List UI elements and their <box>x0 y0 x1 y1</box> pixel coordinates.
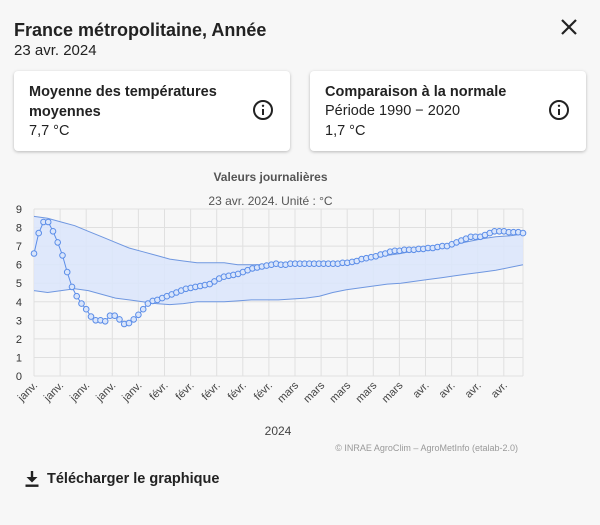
card-value: 7,7 °C <box>29 123 70 139</box>
download-label: Télécharger le graphique <box>47 471 220 487</box>
info-icon[interactable] <box>548 99 570 121</box>
x-tick-label: janv. <box>119 380 144 405</box>
y-tick-label: 6 <box>16 260 22 272</box>
band-lower-line <box>33 264 524 306</box>
y-tick-label: 3 <box>16 315 22 327</box>
card-title: Comparaison à la normale <box>325 84 507 100</box>
x-tick-label: févr. <box>226 380 249 403</box>
series-point <box>116 316 123 323</box>
series-point <box>68 283 76 291</box>
x-tick-label: mars <box>275 379 301 405</box>
download-icon <box>25 471 39 487</box>
x-tick-label: avr. <box>411 380 432 401</box>
y-tick-label: 5 <box>16 278 22 290</box>
series-point <box>135 311 142 319</box>
series-point <box>49 228 57 235</box>
card-period: Période 1990 − 2020 <box>325 103 461 119</box>
x-tick-label: janv. <box>67 380 92 405</box>
page-title: France métropolitaine, Année <box>14 20 267 40</box>
chart-credit: © INRAE AgroClim – AgroMetInfo (etalab-2… <box>335 443 518 453</box>
series-point <box>63 268 71 276</box>
x-tick-label: avr. <box>489 380 510 401</box>
card-value: 1,7 °C <box>325 123 366 139</box>
x-tick-label: avr. <box>437 380 458 401</box>
close-button[interactable] <box>556 14 582 40</box>
series-point <box>82 305 90 313</box>
chart-subtitle: 23 avr. 2024. Unité : °C <box>208 194 333 208</box>
series-point <box>144 300 152 307</box>
chart-title: Valeurs journalières <box>213 170 328 184</box>
normal-band <box>34 216 523 305</box>
series-point <box>44 218 52 226</box>
series-point <box>125 319 133 327</box>
download-button[interactable]: Télécharger le graphique <box>24 468 219 490</box>
series-point <box>30 250 38 257</box>
series-point <box>206 280 213 288</box>
page-date: 23 avr. 2024 <box>14 42 97 59</box>
series-point <box>130 316 137 323</box>
x-tick-label: févr. <box>147 380 170 403</box>
x-tick-label: janv. <box>15 380 40 405</box>
x-tick-label: janv. <box>41 380 66 405</box>
x-tick-label: mars <box>380 379 406 405</box>
series-point <box>111 312 118 319</box>
series-point <box>54 239 62 246</box>
y-tick-label: 0 <box>16 371 22 383</box>
series-point <box>73 292 80 300</box>
header: France métropolitaine, Année 23 avr. 202… <box>14 18 574 60</box>
x-tick-label: avr. <box>463 380 484 401</box>
series-point <box>35 229 43 237</box>
y-tick-label: 9 <box>16 204 22 216</box>
series-point <box>519 229 527 237</box>
card-title: Moyenne des températures moyennes <box>29 84 217 120</box>
card-normal-comparison: Comparaison à la normale Période 1990 − … <box>310 71 586 151</box>
x-tick-label: févr. <box>200 380 223 403</box>
chart: Valeurs journalières 23 avr. 2024. Unité… <box>0 160 600 460</box>
x-tick-label: mars <box>301 379 327 405</box>
series-point <box>101 318 109 325</box>
series-point <box>59 252 66 259</box>
x-tick-label: janv. <box>93 380 118 405</box>
x-axis-label: 2024 <box>265 424 292 438</box>
info-icon[interactable] <box>252 99 274 121</box>
series-point <box>211 278 218 285</box>
series-point <box>87 313 95 320</box>
x-tick-label: mars <box>328 379 354 405</box>
y-tick-label: 4 <box>16 297 22 309</box>
y-tick-label: 1 <box>16 352 22 364</box>
close-icon <box>561 19 577 35</box>
series-point <box>78 300 85 307</box>
y-tick-label: 7 <box>16 241 22 253</box>
x-tick-label: févr. <box>174 380 197 403</box>
x-tick-label: févr. <box>252 380 275 403</box>
y-tick-label: 8 <box>16 223 22 235</box>
y-tick-label: 2 <box>16 334 22 346</box>
x-tick-label: mars <box>354 379 380 405</box>
series-point <box>139 305 147 313</box>
card-mean-temperature: Moyenne des températures moyennes 7,7 °C <box>14 71 290 151</box>
